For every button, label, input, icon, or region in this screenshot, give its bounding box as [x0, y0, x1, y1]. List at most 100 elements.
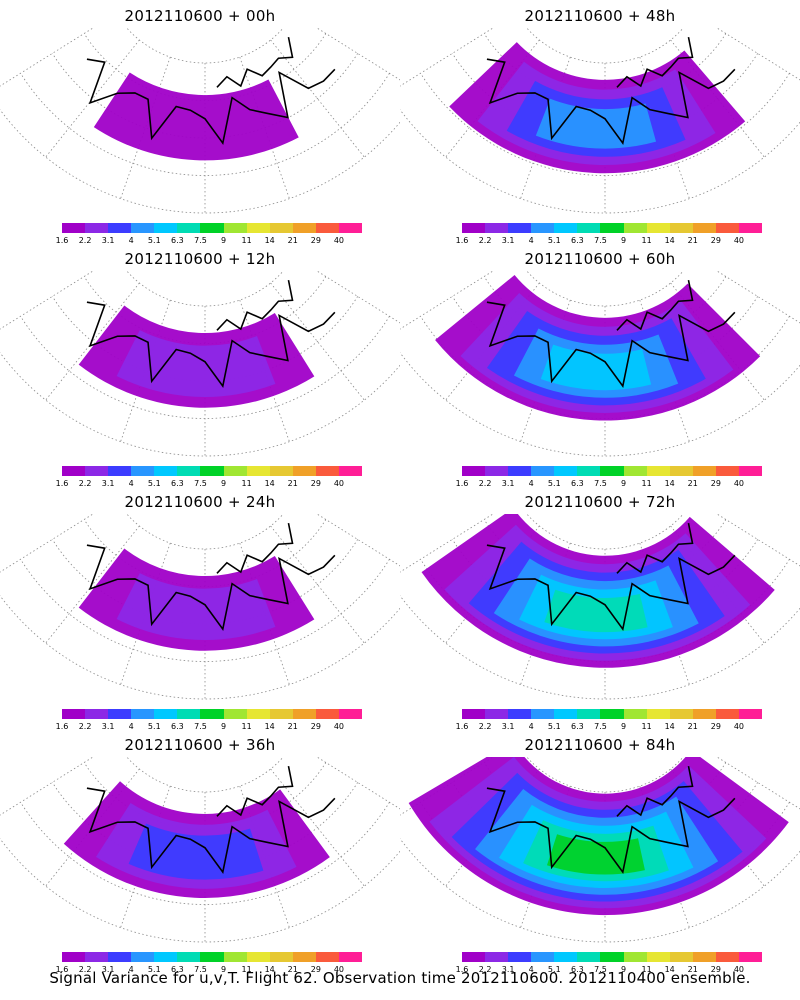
panel-36h: 2012110600 + 36h 1.6 2.2 3.1 4 5.1 6.3 7.5 9 11 1… [0, 729, 400, 974]
colorbar-swatch [292, 466, 316, 476]
colorbar-tick-label: 6.3 [171, 479, 184, 488]
colorbar-swatch [646, 709, 670, 719]
colorbar-tick-label: 29 [310, 722, 321, 731]
colorbar-tick-label: 11 [241, 479, 252, 488]
panel-title: 2012110600 + 84h [524, 736, 676, 754]
colorbar-tick-label: 1.6 [55, 479, 69, 488]
latitude-gridline [0, 594, 400, 700]
longitude-gridline [316, 28, 400, 81]
colorbar-tick-label: 29 [310, 965, 321, 974]
colorbar-tick-label: 2.2 [478, 236, 492, 245]
colorbar-tick-label: 2.2 [78, 236, 92, 245]
colorbar-swatch [485, 223, 509, 233]
colorbar-tick-label: 21 [687, 236, 698, 245]
colorbar-swatch [154, 709, 178, 719]
colorbar-swatch [131, 466, 155, 476]
colorbar-tick-label: 14 [664, 965, 675, 974]
colorbar-swatch [223, 466, 247, 476]
longitude-gridline [0, 514, 94, 573]
longitude-gridline [316, 514, 400, 567]
colorbar-swatch [131, 709, 155, 719]
colorbar-swatch [246, 223, 270, 233]
colorbar-swatch [600, 223, 624, 233]
panel-title: 2012110600 + 36h [124, 736, 276, 754]
colorbar-labels: 1.6 2.2 3.1 4 5.1 6.3 7.5 9 11 14 21 29 40 [56, 236, 362, 246]
colorbar-swatch [692, 466, 716, 476]
colorbar-swatch [669, 466, 693, 476]
colorbar-tick-label: 14 [264, 479, 275, 488]
colorbar-tick-label: 40 [333, 722, 345, 731]
polar-map [0, 271, 400, 457]
latitude-gridline [400, 837, 800, 943]
colorbar-swatch [531, 709, 555, 719]
colorbar-tick-label: 11 [641, 722, 652, 731]
panel-60h: 2012110600 + 60h 1.6 2.2 3.1 4 5.1 6.3 7.5 9 11 1… [400, 243, 800, 488]
longitude-gridline [270, 39, 365, 158]
colorbar-tick-label: 5.1 [147, 479, 161, 488]
colorbar-tick-label: 14 [664, 722, 675, 731]
colorbar-swatch [715, 466, 739, 476]
colorbar [62, 466, 363, 476]
colorbar-swatch [338, 952, 363, 962]
colorbar-swatch [85, 466, 109, 476]
colorbar-tick-label: 3.1 [101, 479, 115, 488]
colorbar-swatch [200, 952, 224, 962]
colorbar-swatch [85, 952, 109, 962]
colorbar-swatch [338, 466, 363, 476]
colorbar-tick-label: 1.6 [455, 479, 469, 488]
colorbar-swatch [600, 709, 624, 719]
colorbar-tick-label: 11 [641, 236, 652, 245]
colorbar-swatch [554, 223, 578, 233]
longitude-gridline [239, 299, 290, 442]
colorbar-swatch [577, 709, 601, 719]
colorbar [62, 223, 363, 233]
colorbar-tick-label: 5.1 [547, 236, 561, 245]
colorbar-tick-label: 5.1 [147, 965, 161, 974]
panel-title: 2012110600 + 48h [524, 7, 676, 25]
colorbar-swatch [646, 466, 670, 476]
colorbar-tick-label: 7.5 [594, 236, 607, 245]
colorbar-tick-label: 11 [241, 965, 252, 974]
variance-contour [93, 72, 299, 161]
colorbar-tick-label: 5.1 [547, 965, 561, 974]
polar-map [400, 757, 800, 943]
colorbar-swatch [692, 952, 716, 962]
panel-title: 2012110600 + 72h [524, 493, 676, 511]
longitude-gridline [120, 542, 171, 685]
colorbar-swatch [623, 709, 647, 719]
colorbar-tick-label: 7.5 [194, 236, 207, 245]
colorbar [462, 952, 763, 962]
longitude-gridline [45, 282, 140, 401]
colorbar-swatch [246, 709, 270, 719]
polar-map [0, 757, 400, 943]
panel-84h: 2012110600 + 84h 1.6 2.2 3.1 4 5.1 6.3 7.5 9 11 1… [400, 729, 800, 974]
colorbar-swatch [292, 223, 316, 233]
colorbar-swatch [62, 709, 86, 719]
colorbar-tick-label: 5.1 [547, 479, 561, 488]
arctic-islands-coastline [216, 279, 294, 331]
colorbar-tick-label: 21 [687, 479, 698, 488]
colorbar-tick-label: 6.3 [571, 965, 584, 974]
colorbar-tick-label: 2.2 [478, 479, 492, 488]
longitude-gridline [120, 299, 171, 442]
latitude-gridline [52, 53, 358, 139]
colorbar-labels: 1.6 2.2 3.1 4 5.1 6.3 7.5 9 11 14 21 29 40 [456, 236, 762, 246]
arctic-islands-coastline [216, 36, 294, 88]
colorbar-swatch [177, 466, 201, 476]
colorbar-swatch [508, 709, 532, 719]
colorbar-swatch [531, 466, 555, 476]
colorbar-swatch [85, 709, 109, 719]
latitude-gridline [0, 351, 400, 457]
variance-contour [116, 330, 276, 398]
colorbar-tick-label: 1.6 [55, 965, 69, 974]
colorbar-swatch [462, 223, 486, 233]
colorbar-swatch [508, 952, 532, 962]
colorbar-swatch [315, 952, 339, 962]
colorbar-swatch [738, 952, 763, 962]
colorbar-swatch [462, 466, 486, 476]
colorbar-swatch [292, 952, 316, 962]
colorbar-tick-label: 29 [710, 722, 721, 731]
colorbar-tick-label: 3.1 [101, 965, 115, 974]
latitude-gridline [400, 108, 800, 214]
latitude-gridline [52, 782, 358, 868]
